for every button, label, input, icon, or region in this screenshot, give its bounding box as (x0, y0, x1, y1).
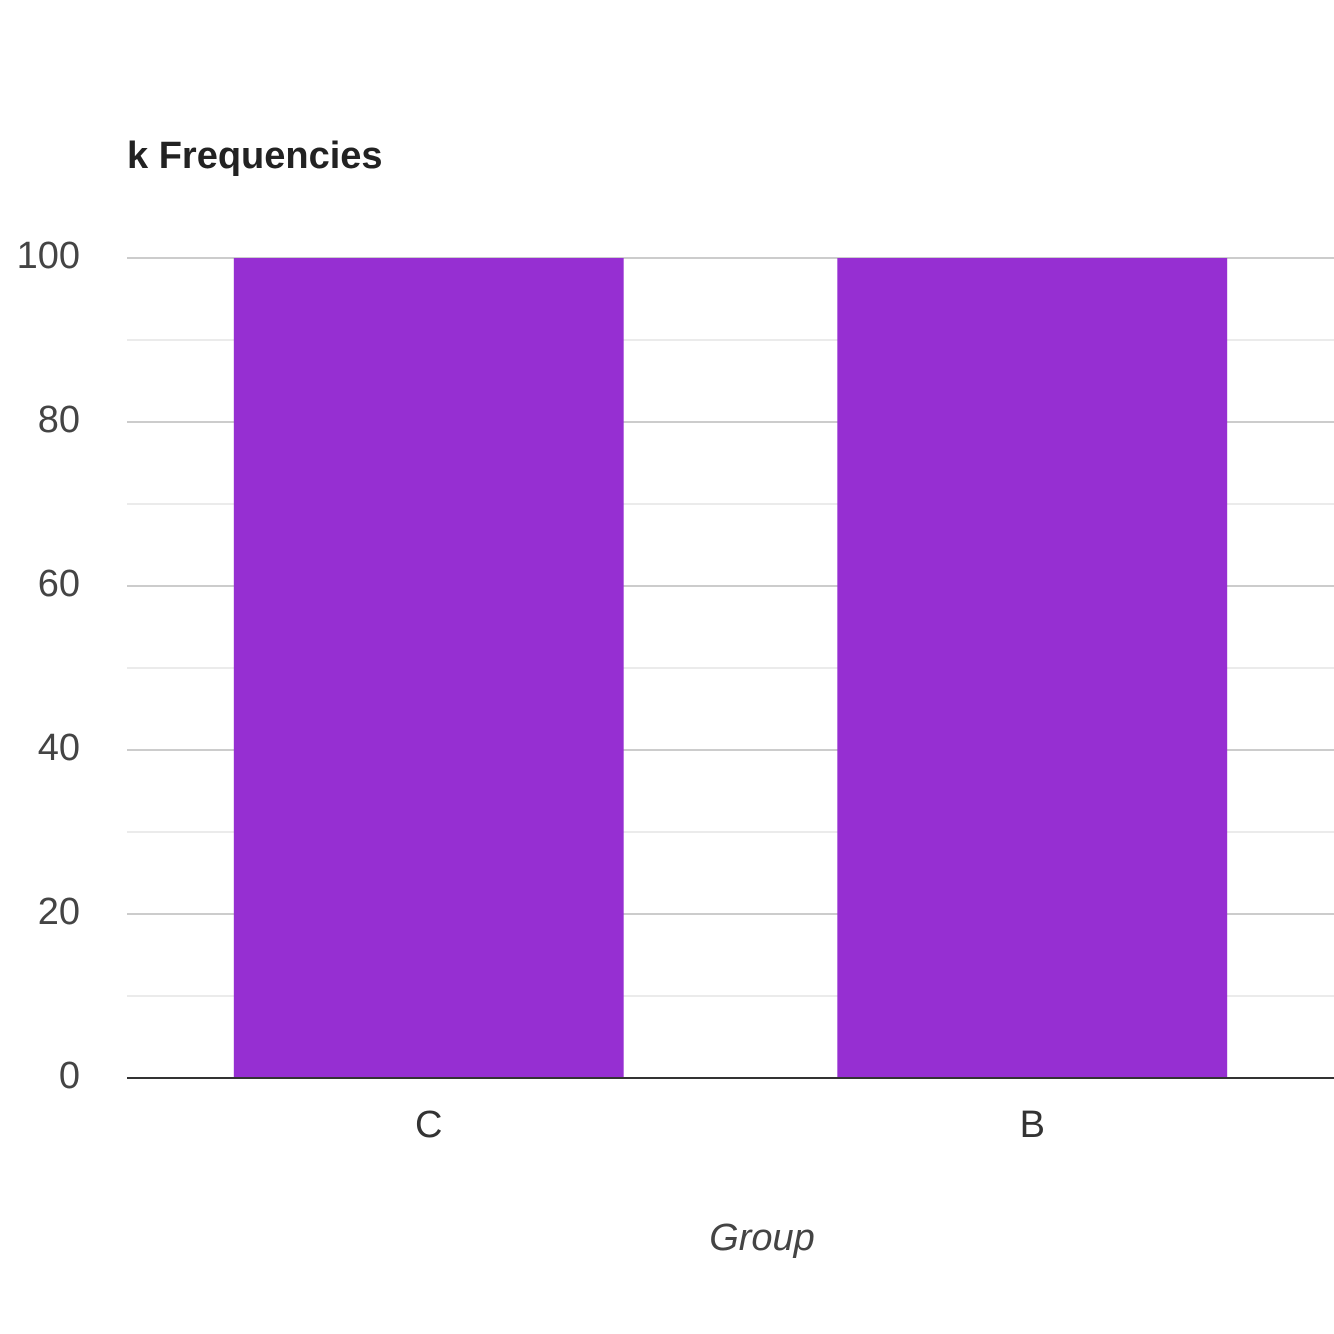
bar (233, 258, 624, 1078)
y-tick-label: 80 (38, 399, 80, 441)
x-tick-label: B (1020, 1104, 1045, 1146)
bar (837, 258, 1228, 1078)
y-tick-label: 20 (38, 891, 80, 933)
x-axis-label: Group (709, 1217, 815, 1259)
y-tick-label: 100 (17, 235, 80, 277)
y-tick-label: 40 (38, 727, 80, 769)
y-tick-label: 60 (38, 563, 80, 605)
y-tick-label: 0 (59, 1055, 80, 1097)
chart-title: k Frequencies (127, 135, 383, 177)
x-tick-label: C (415, 1104, 442, 1146)
